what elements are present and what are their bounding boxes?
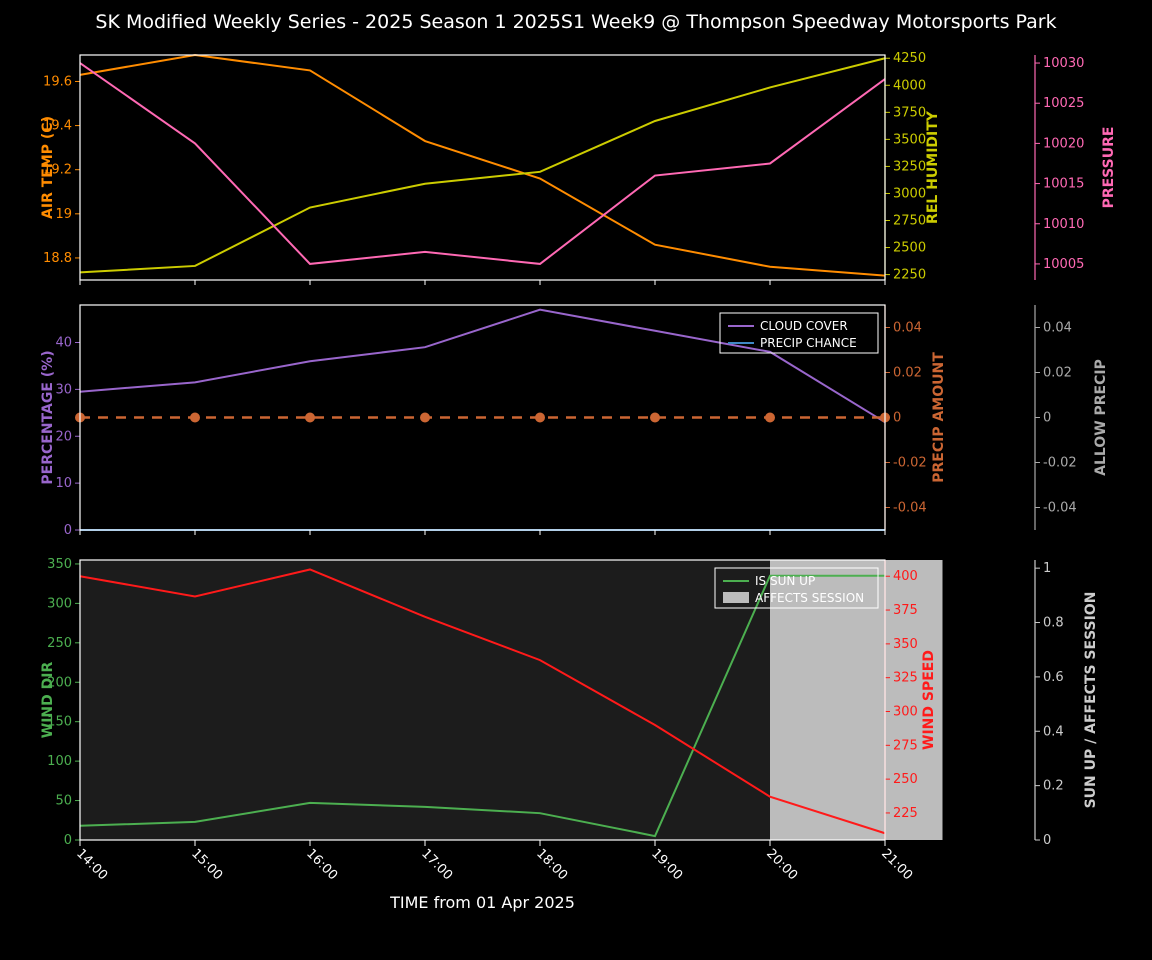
ytick: 350 [893,637,918,652]
precip-amount-marker [190,413,200,423]
precip-amount-marker [650,413,660,423]
ytick: 0.4 [1043,724,1064,739]
ytick: 0 [893,411,901,426]
y-axis-label: WIND DIR [40,662,56,739]
ytick: 10005 [1043,257,1084,272]
y-axis-label: WIND SPEED [921,650,937,750]
legend-item: PRECIP CHANCE [760,336,857,350]
ytick: 0.02 [1043,366,1072,381]
dark-region [80,560,770,840]
y-axis-label: SUN UP / AFFECTS SESSION [1083,592,1099,809]
precip-amount-marker [535,413,545,423]
ytick: 250 [893,772,918,787]
ytick: 350 [47,557,72,572]
ytick: 19 [55,207,72,222]
ytick: 0.8 [1043,616,1064,631]
ytick: 0 [64,833,72,848]
ytick: 2750 [893,214,926,229]
ytick: 3000 [893,186,926,201]
ytick: 10030 [1043,56,1084,71]
ytick: 10015 [1043,177,1084,192]
ytick: 3500 [893,132,926,147]
precip-amount-marker [305,413,315,423]
ytick: 3750 [893,105,926,120]
ytick: 375 [893,603,918,618]
ytick: 325 [893,671,918,686]
ytick: 100 [47,754,72,769]
legend-item: CLOUD COVER [760,319,848,333]
ytick: 10010 [1043,217,1084,232]
y-axis-label: ALLOW PRECIP [1093,359,1109,476]
ytick: -0.04 [893,501,927,516]
ytick: 225 [893,806,918,821]
ytick: 0.2 [1043,779,1064,794]
ytick: 19.6 [43,74,72,89]
ytick: 40 [55,336,72,351]
ytick: 300 [47,596,72,611]
precip-amount-marker [420,413,430,423]
ytick: 0 [1043,411,1051,426]
ytick: 10020 [1043,136,1084,151]
x-axis-label: TIME from 01 Apr 2025 [389,893,575,912]
ytick: 2500 [893,241,926,256]
ytick: 2250 [893,268,926,283]
ytick: 400 [893,569,918,584]
ytick: 0 [64,523,72,538]
ytick: 1 [1043,561,1051,576]
ytick: 300 [893,704,918,719]
ytick: 50 [55,794,72,809]
ytick: -0.02 [893,456,927,471]
ytick: 4250 [893,51,926,66]
ytick: 4000 [893,78,926,93]
ytick: 10 [55,476,72,491]
ytick: 0.04 [893,321,922,336]
chart-title: SK Modified Weekly Series - 2025 Season … [95,11,1056,33]
ytick: 10025 [1043,96,1084,111]
ytick: 0 [1043,833,1051,848]
ytick: 30 [55,382,72,397]
y-axis-label: AIR TEMP (C) [40,116,56,219]
ytick: 275 [893,738,918,753]
y-axis-label: PRECIP AMOUNT [931,352,947,483]
ytick: 0.02 [893,366,922,381]
ytick: 20 [55,429,72,444]
ytick: 0.04 [1043,321,1072,336]
y-axis-label: PRESSURE [1101,127,1117,209]
ytick: -0.02 [1043,456,1077,471]
ytick: 18.8 [43,251,72,266]
ytick: 0.6 [1043,670,1064,685]
ytick: 3250 [893,159,926,174]
legend-item: IS SUN UP [755,574,815,588]
precip-amount-marker [765,413,775,423]
y-axis-label: REL HUMIDITY [925,110,941,224]
y-axis-label: PERCENTAGE (%) [40,350,56,484]
ytick: 250 [47,636,72,651]
ytick: -0.04 [1043,501,1077,516]
legend-item: AFFECTS SESSION [755,591,864,605]
